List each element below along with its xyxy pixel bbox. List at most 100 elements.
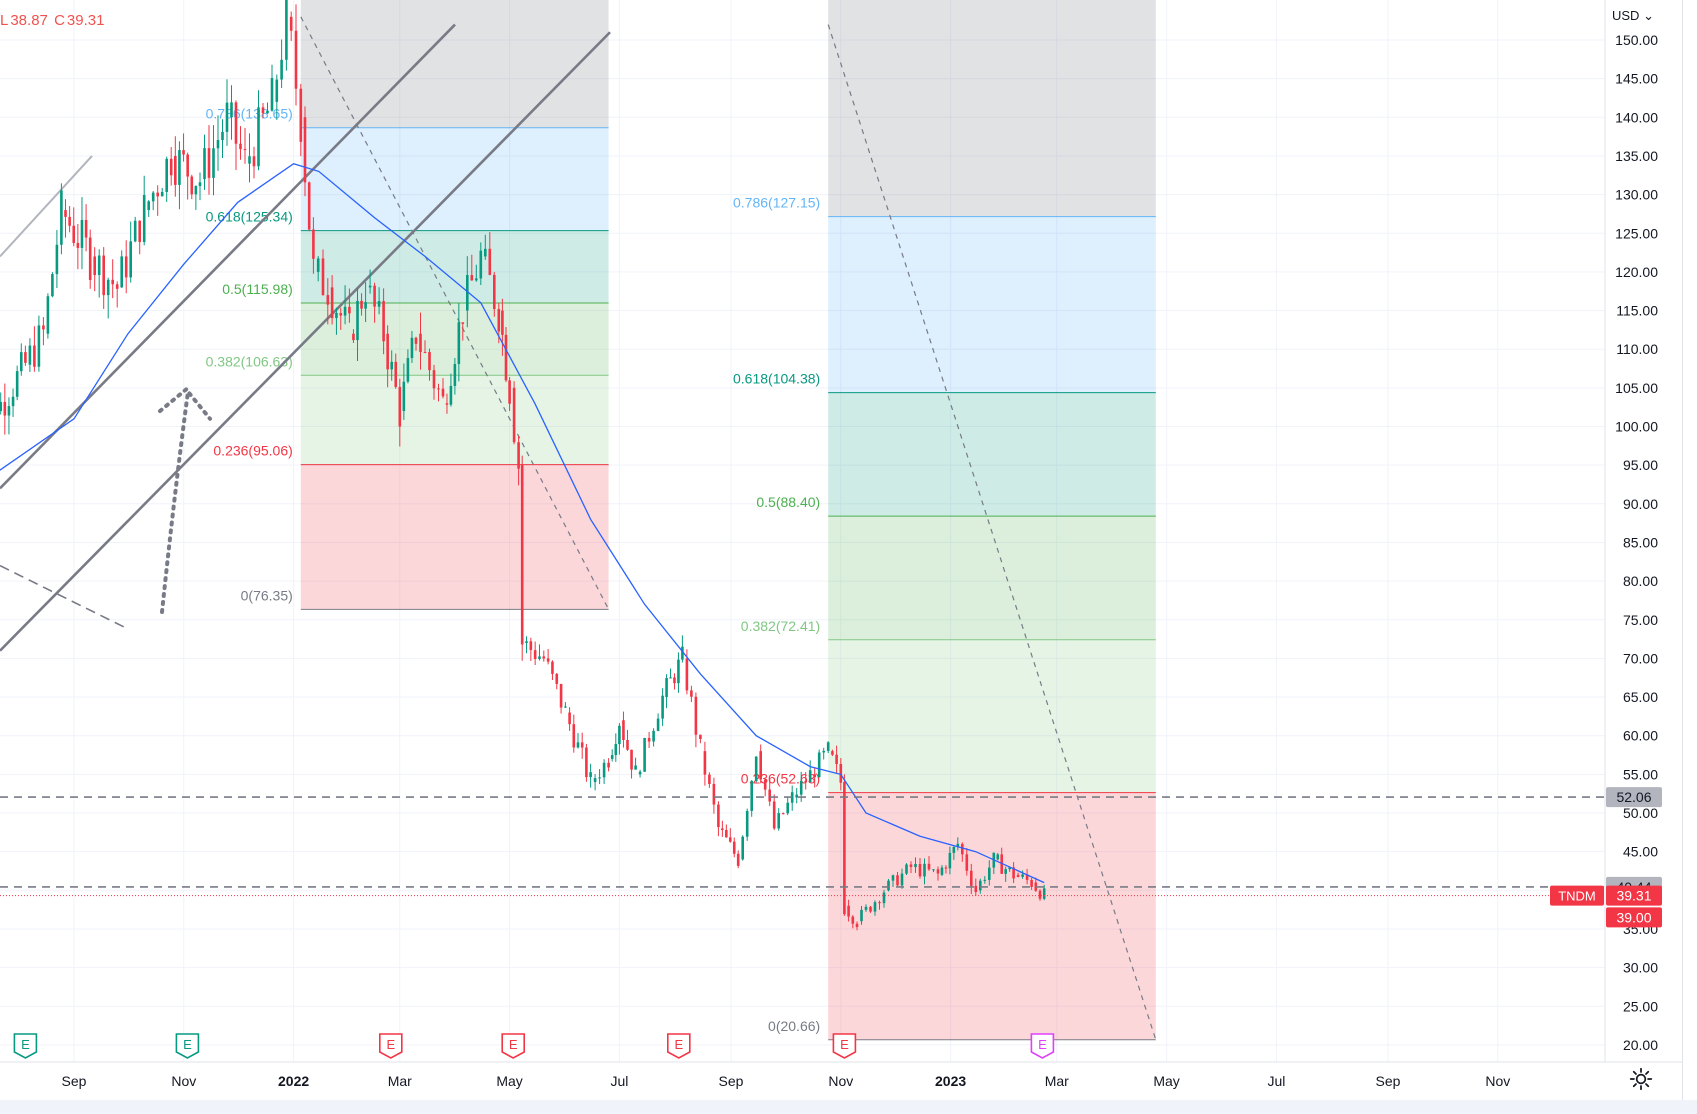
candle-body bbox=[257, 107, 260, 167]
candle-body bbox=[390, 361, 393, 370]
candle-body bbox=[1042, 888, 1046, 899]
countdown-badge-text: 39.00 bbox=[1616, 909, 1651, 925]
candle-body bbox=[813, 774, 816, 778]
candle-body bbox=[7, 406, 11, 416]
candle-body bbox=[777, 813, 780, 829]
candle-body bbox=[772, 801, 776, 829]
candle-body bbox=[634, 765, 637, 770]
candle-body bbox=[445, 403, 449, 405]
price-tick-label: 50.00 bbox=[1623, 805, 1658, 821]
candle-body bbox=[303, 117, 307, 183]
candle-body bbox=[1016, 874, 1020, 877]
fib-trend-left bbox=[300, 16, 610, 610]
candle-body bbox=[542, 656, 546, 659]
earnings-marker[interactable]: E bbox=[13, 1033, 38, 1059]
candle-body bbox=[243, 149, 247, 151]
candle-body bbox=[484, 248, 487, 257]
candle-body bbox=[382, 301, 385, 342]
time-tick-label: May bbox=[496, 1073, 522, 1089]
candle-body bbox=[102, 255, 105, 296]
fib-level-label: 0.5(88.40) bbox=[756, 494, 820, 510]
candle-body bbox=[712, 783, 716, 805]
candle-body bbox=[207, 148, 211, 178]
currency-selector[interactable]: USD ⌄ bbox=[1612, 8, 1654, 24]
candle-body bbox=[216, 140, 220, 149]
close-prefix: C bbox=[54, 12, 65, 29]
candle-body bbox=[914, 864, 917, 868]
price-tick-label: 75.00 bbox=[1623, 612, 1658, 628]
candle-body bbox=[1012, 867, 1015, 879]
candle-body bbox=[437, 388, 440, 390]
candle-body bbox=[11, 396, 15, 407]
candle-body bbox=[661, 695, 664, 719]
earnings-marker[interactable]: E bbox=[667, 1033, 691, 1059]
candle-body bbox=[64, 210, 67, 217]
candle-body bbox=[1038, 890, 1042, 899]
candle-body bbox=[501, 310, 504, 335]
candle-body bbox=[878, 902, 881, 904]
last-price-badge-text: 39.31 bbox=[1616, 888, 1651, 904]
candle-body bbox=[918, 864, 922, 877]
candle-body bbox=[961, 843, 964, 855]
candle-body bbox=[493, 274, 496, 310]
candle-body bbox=[1021, 874, 1024, 877]
candle-body bbox=[80, 220, 84, 248]
earnings-marker-label: E bbox=[1038, 1037, 1047, 1052]
time-tick-label: Mar bbox=[1045, 1073, 1069, 1089]
time-tick-label: Sep bbox=[1376, 1073, 1401, 1089]
earnings-marker-label: E bbox=[21, 1037, 30, 1052]
time-tick-label: 2023 bbox=[935, 1073, 966, 1089]
moving-average-line bbox=[0, 162, 1045, 884]
candle-body bbox=[602, 762, 606, 778]
candle-body bbox=[944, 867, 948, 869]
fib-band bbox=[828, 516, 1156, 640]
candle-body bbox=[673, 677, 676, 684]
candle-body bbox=[410, 337, 414, 359]
candle-body bbox=[703, 751, 707, 775]
candle-body bbox=[111, 279, 114, 285]
earnings-marker[interactable]: E bbox=[1030, 1033, 1055, 1059]
earnings-marker-shape bbox=[1030, 1033, 1055, 1059]
candle-body bbox=[160, 191, 164, 197]
candle-body bbox=[120, 256, 123, 288]
candle-body bbox=[497, 309, 501, 332]
price-tick-label: 100.00 bbox=[1615, 419, 1658, 435]
candle-body bbox=[0, 402, 3, 412]
candle-body bbox=[529, 641, 533, 651]
candle-body bbox=[847, 905, 850, 917]
earnings-marker[interactable]: E bbox=[175, 1033, 200, 1059]
candle-body bbox=[289, 16, 293, 31]
price-tick-label: 80.00 bbox=[1623, 573, 1658, 589]
earnings-marker[interactable]: E bbox=[501, 1033, 525, 1059]
candle-body bbox=[882, 892, 886, 904]
earnings-marker-label: E bbox=[386, 1037, 395, 1052]
candle-body bbox=[932, 869, 935, 871]
candle-body bbox=[996, 854, 1000, 860]
level-badge-upper-bg bbox=[1606, 787, 1662, 808]
earnings-marker[interactable]: E bbox=[379, 1033, 403, 1059]
earnings-marker[interactable]: E bbox=[832, 1033, 857, 1059]
time-tick-label: Jul bbox=[1267, 1073, 1285, 1089]
fib-band bbox=[828, 639, 1156, 793]
candle-body bbox=[974, 885, 978, 893]
fib-band bbox=[828, 792, 1156, 1040]
candle-body bbox=[736, 853, 740, 866]
candle-body bbox=[51, 274, 54, 297]
candle-body bbox=[677, 659, 680, 684]
time-tick-label: Sep bbox=[719, 1073, 744, 1089]
close-value: 39.31 bbox=[66, 12, 105, 29]
gear-icon[interactable] bbox=[1628, 1066, 1654, 1092]
candle-body bbox=[741, 836, 744, 860]
fib-level-label: 0(20.66) bbox=[768, 1018, 820, 1034]
candle-body bbox=[568, 712, 571, 725]
candle-body bbox=[261, 107, 265, 114]
candle-body bbox=[520, 465, 524, 645]
candle-body bbox=[887, 880, 890, 891]
candle-body bbox=[979, 880, 982, 891]
candle-body bbox=[786, 802, 789, 814]
candle-body bbox=[419, 333, 422, 352]
candle-body bbox=[589, 772, 592, 778]
candle-body bbox=[1030, 879, 1033, 887]
